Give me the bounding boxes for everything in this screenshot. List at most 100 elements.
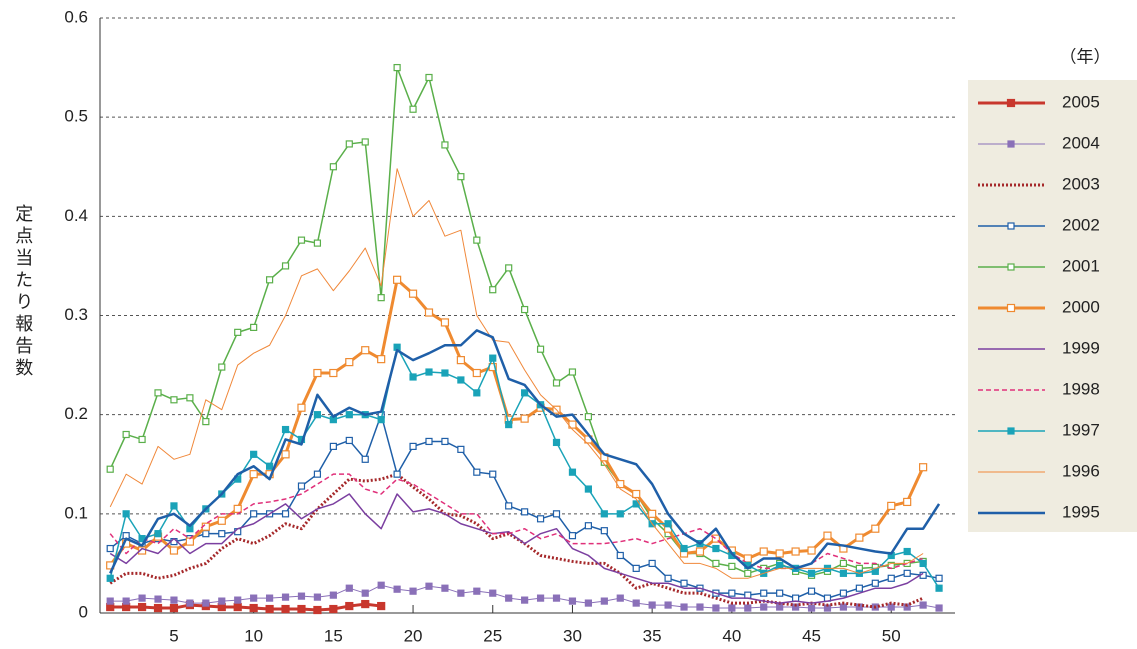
marker xyxy=(345,584,353,592)
marker xyxy=(106,574,114,582)
marker xyxy=(521,305,529,314)
marker xyxy=(807,569,816,577)
marker xyxy=(170,596,178,604)
marker xyxy=(329,604,338,614)
marker xyxy=(106,597,114,605)
marker xyxy=(807,604,816,612)
marker xyxy=(792,594,800,602)
marker xyxy=(393,63,401,72)
marker xyxy=(441,369,449,377)
marker xyxy=(281,425,290,434)
marker xyxy=(361,455,369,463)
marker xyxy=(457,589,465,597)
y-tick-label: 0.1 xyxy=(64,503,88,522)
marker xyxy=(935,584,943,592)
marker xyxy=(680,603,688,611)
marker xyxy=(281,604,290,614)
marker xyxy=(695,547,705,556)
marker xyxy=(632,489,641,499)
marker xyxy=(345,140,353,148)
marker xyxy=(441,584,449,592)
marker xyxy=(233,602,242,612)
marker xyxy=(791,547,800,556)
marker xyxy=(489,286,497,294)
marker xyxy=(233,504,242,513)
marker xyxy=(409,587,417,595)
marker xyxy=(505,502,513,510)
marker xyxy=(122,510,130,518)
marker xyxy=(234,596,242,604)
marker xyxy=(632,599,640,607)
marker xyxy=(505,264,513,272)
marker xyxy=(473,468,481,476)
marker xyxy=(887,574,895,582)
marker xyxy=(345,436,353,445)
marker xyxy=(935,604,943,612)
x-tick-label: 30 xyxy=(563,626,582,645)
marker xyxy=(887,603,895,611)
marker xyxy=(903,569,911,577)
marker xyxy=(313,239,322,247)
marker xyxy=(218,363,226,371)
marker xyxy=(568,597,577,605)
marker xyxy=(409,105,417,113)
marker xyxy=(903,497,912,507)
marker xyxy=(616,510,624,518)
marker xyxy=(680,579,688,587)
marker xyxy=(712,559,720,568)
marker xyxy=(919,463,928,472)
marker xyxy=(568,532,577,540)
marker xyxy=(552,594,561,602)
marker xyxy=(281,262,290,270)
marker xyxy=(728,589,736,597)
marker xyxy=(472,368,481,378)
marker xyxy=(744,591,752,599)
marker xyxy=(265,462,274,470)
marker xyxy=(329,591,337,599)
marker xyxy=(552,379,561,387)
marker xyxy=(776,603,784,611)
series-line xyxy=(110,602,382,612)
legend-title: （年） xyxy=(1060,47,1111,66)
series-line xyxy=(109,472,924,609)
marker xyxy=(505,420,513,429)
marker xyxy=(424,308,434,317)
marker xyxy=(425,368,433,376)
marker xyxy=(457,376,465,384)
series-line xyxy=(109,66,924,577)
y-tick-label: 0.5 xyxy=(64,107,88,126)
marker xyxy=(600,527,608,535)
marker xyxy=(1007,140,1015,148)
marker xyxy=(170,502,178,510)
marker xyxy=(249,603,258,613)
marker xyxy=(760,589,768,597)
marker xyxy=(648,559,656,568)
marker xyxy=(664,574,672,582)
marker xyxy=(1007,263,1015,271)
marker xyxy=(584,599,592,607)
marker xyxy=(759,547,768,556)
y-tick-label: 0.6 xyxy=(64,7,88,26)
marker xyxy=(186,394,194,402)
marker xyxy=(807,546,816,555)
marker xyxy=(1007,427,1015,435)
marker xyxy=(584,413,592,421)
marker xyxy=(170,396,178,404)
marker xyxy=(600,510,608,518)
marker xyxy=(871,579,879,587)
marker xyxy=(265,604,274,614)
marker xyxy=(552,438,561,447)
marker xyxy=(728,604,736,612)
legend-label: 2002 xyxy=(1062,215,1100,234)
marker xyxy=(760,603,768,611)
marker xyxy=(696,603,704,611)
legend-label: 1999 xyxy=(1062,338,1100,357)
marker xyxy=(807,587,816,595)
marker xyxy=(265,594,274,602)
y-tick-label: 0.2 xyxy=(64,404,88,423)
marker xyxy=(377,601,386,611)
marker xyxy=(536,515,545,523)
marker xyxy=(473,389,481,397)
y-axis-label: 定点当たり報告数 xyxy=(13,204,33,380)
